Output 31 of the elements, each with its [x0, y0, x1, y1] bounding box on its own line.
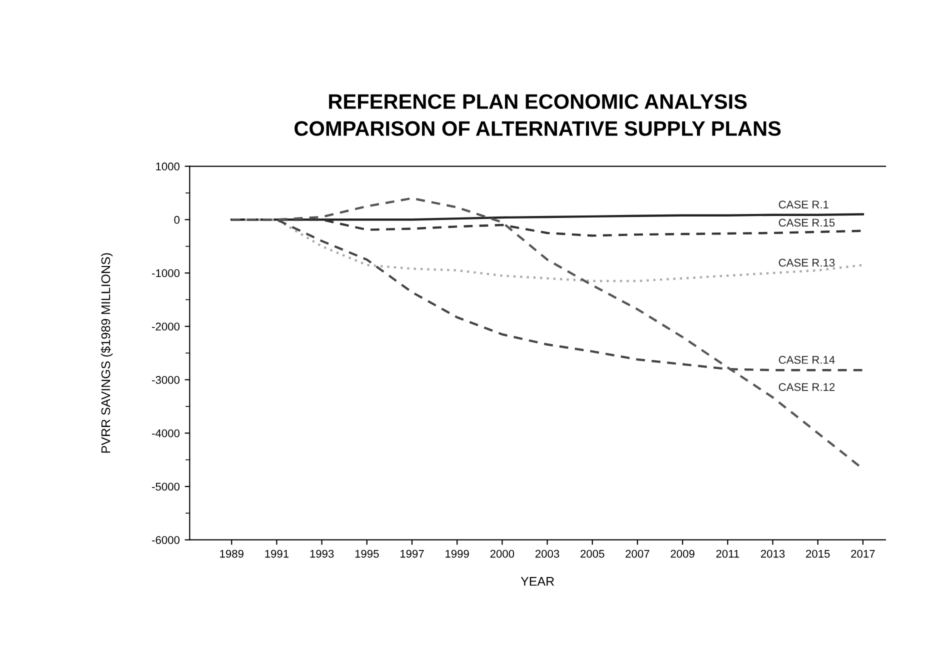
series-label: CASE R.13 [778, 258, 835, 267]
x-tick-label: 1993 [310, 550, 334, 558]
x-tick-label: 2000 [490, 550, 514, 558]
x-tick-label: 2017 [851, 550, 875, 558]
x-tick-label: 1991 [265, 550, 289, 558]
y-tick-label: 1000 [156, 162, 180, 170]
x-axis-title: YEAR [520, 577, 554, 586]
x-tick-label: 2013 [760, 550, 785, 558]
y-tick-label: -1000 [152, 269, 180, 278]
y-tick-label: -3000 [152, 376, 180, 384]
y-tick-label: 0 [174, 216, 180, 224]
series-label: CASE R.1 [778, 200, 828, 208]
x-tick-label: 1989 [220, 550, 244, 558]
x-tick-label: 1997 [400, 550, 424, 558]
x-tick-label: 2015 [806, 550, 830, 558]
series-label: CASE R.15 [778, 218, 835, 227]
series-label: CASE R.14 [778, 356, 835, 364]
x-tick-label: 2007 [626, 550, 650, 558]
y-tick-label: -2000 [152, 322, 180, 331]
x-tick-label: 1999 [446, 550, 469, 558]
x-tick-label: 2003 [535, 550, 560, 558]
series-label: CASE R.12 [778, 383, 835, 391]
x-tick-label: 2011 [716, 550, 740, 558]
y-tick-label: -6000 [152, 536, 180, 544]
y-tick-label: -4000 [152, 429, 180, 438]
x-tick-label: 2005 [580, 550, 604, 558]
x-tick-label: 2009 [670, 550, 694, 558]
chart-title: REFERENCE PLAN ECONOMIC ANALYSIS COMPARISON OF ALTERNATIVE SUPPLY PLANS [294, 94, 781, 136]
y-tick-label: -5000 [152, 482, 180, 491]
x-tick-label: 1995 [355, 550, 379, 558]
y-axis-title: PVRR SAVINGS ($1989 MILLIONS) [100, 253, 113, 453]
